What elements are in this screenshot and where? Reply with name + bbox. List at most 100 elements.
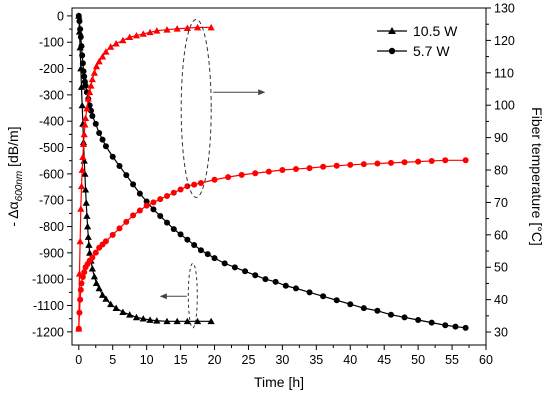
data-point-circle <box>81 73 88 80</box>
data-point-circle <box>102 238 109 245</box>
y-right-tick-label: 100 <box>494 99 515 113</box>
data-point-circle <box>99 136 106 143</box>
data-point-circle <box>150 199 157 206</box>
data-point-circle <box>77 296 84 303</box>
data-point-circle <box>77 33 84 40</box>
data-point-triangle <box>88 75 96 83</box>
data-point-triangle <box>86 88 94 96</box>
data-point-circle <box>82 82 89 89</box>
data-point-circle <box>130 212 137 219</box>
data-point-triangle <box>107 300 115 308</box>
data-point-circle <box>387 311 394 318</box>
x-axis: 0 5 10 15 20 25 30 35 40 45 50 55 60 <box>75 345 493 367</box>
data-point-circle <box>143 198 150 205</box>
data-point-circle <box>197 179 204 186</box>
data-point-circle <box>428 319 435 326</box>
y-right-tick-label: 40 <box>494 293 508 307</box>
data-point-triangle <box>77 182 86 190</box>
data-point-circle <box>452 323 459 330</box>
data-point-triangle <box>207 317 215 325</box>
data-point-triangle <box>139 30 147 37</box>
data-point-triangle <box>87 82 95 89</box>
x-tick-label: 25 <box>242 353 256 367</box>
data-point-circle <box>347 301 354 308</box>
data-point-circle <box>442 322 449 329</box>
data-point-circle <box>78 43 85 50</box>
annotation-layer <box>159 18 266 329</box>
x-tick-label: 60 <box>479 353 493 367</box>
x-tick-label: 15 <box>174 353 188 367</box>
series-line <box>78 159 466 329</box>
series-line <box>78 15 466 329</box>
data-point-circle <box>252 170 259 177</box>
data-point-circle <box>347 161 354 168</box>
y-left-tick-label: -300 <box>39 88 64 102</box>
y-left-tick-label: -200 <box>39 62 64 76</box>
data-point-triangle <box>112 304 120 312</box>
data-point-circle <box>320 163 327 170</box>
data-point-circle <box>184 236 191 243</box>
data-point-triangle <box>163 26 171 33</box>
data-point-circle <box>80 68 87 75</box>
data-point-circle <box>109 153 116 160</box>
y-right-tick-label: 90 <box>494 131 508 145</box>
data-point-triangle <box>95 284 103 292</box>
data-point-circle <box>177 186 184 193</box>
data-point-triangle <box>102 295 110 302</box>
data-point-circle <box>184 183 191 190</box>
series-temperature-10-5-W <box>75 23 215 332</box>
data-point-circle <box>170 189 177 196</box>
data-point-triangle <box>84 222 92 230</box>
x-tick-label: 10 <box>140 353 154 367</box>
legend-label-10-5w: 10.5 W <box>413 23 458 39</box>
x-tick-label: 5 <box>109 353 116 367</box>
series-loss-5-7-W <box>75 12 469 331</box>
plot-frame <box>71 7 487 346</box>
y-left-tick-label: -1200 <box>32 325 64 339</box>
data-point-circle <box>387 159 394 166</box>
data-point-circle <box>221 260 228 267</box>
data-point-circle <box>78 280 85 287</box>
data-point-circle <box>109 231 116 238</box>
data-point-triangle <box>102 48 110 55</box>
data-point-circle <box>79 273 86 280</box>
data-point-circle <box>374 307 381 314</box>
series-loss-10-5-W <box>75 12 215 325</box>
data-point-triangle <box>163 317 171 325</box>
data-point-circle <box>116 162 123 169</box>
y-left-tick-label: -500 <box>39 141 64 155</box>
data-point-triangle <box>146 316 154 323</box>
data-point-triangle <box>86 249 94 256</box>
data-point-circle <box>79 60 86 67</box>
data-point-triangle <box>207 23 215 31</box>
data-point-circle <box>415 316 422 323</box>
y-left-tick-label: -100 <box>39 36 64 50</box>
data-point-triangle <box>79 153 87 160</box>
data-point-circle <box>136 207 143 214</box>
y-left-tick-label: -400 <box>39 115 64 129</box>
data-point-circle <box>75 325 82 332</box>
data-point-triangle <box>82 199 90 206</box>
data-point-circle <box>415 158 422 165</box>
y-right-axis: 30 40 50 60 70 80 90 100 110 120 130 <box>486 2 515 340</box>
legend-entry-10-5w: 10.5 W <box>377 23 458 39</box>
x-tick-label: 55 <box>445 353 459 367</box>
data-point-circle <box>130 181 137 188</box>
data-point-triangle <box>84 95 92 102</box>
data-point-circle <box>360 305 367 312</box>
data-point-triangle <box>183 317 191 325</box>
data-point-triangle <box>132 313 141 321</box>
data-point-circle <box>333 297 340 304</box>
legend-circle-marker <box>388 47 396 55</box>
y-left-tick-label: -700 <box>39 194 64 208</box>
y-right-tick-label: 60 <box>494 228 508 242</box>
data-point-triangle <box>107 43 115 50</box>
data-point-triangle <box>90 272 98 280</box>
data-point-triangle <box>81 186 90 193</box>
data-point-triangle <box>78 101 86 109</box>
data-point-triangle <box>119 36 127 44</box>
y-left-tick-label: -800 <box>39 220 64 234</box>
data-point-circle <box>282 282 289 289</box>
y-left-axis-title-prefix: - Δα <box>5 201 21 226</box>
data-point-circle <box>191 181 198 188</box>
